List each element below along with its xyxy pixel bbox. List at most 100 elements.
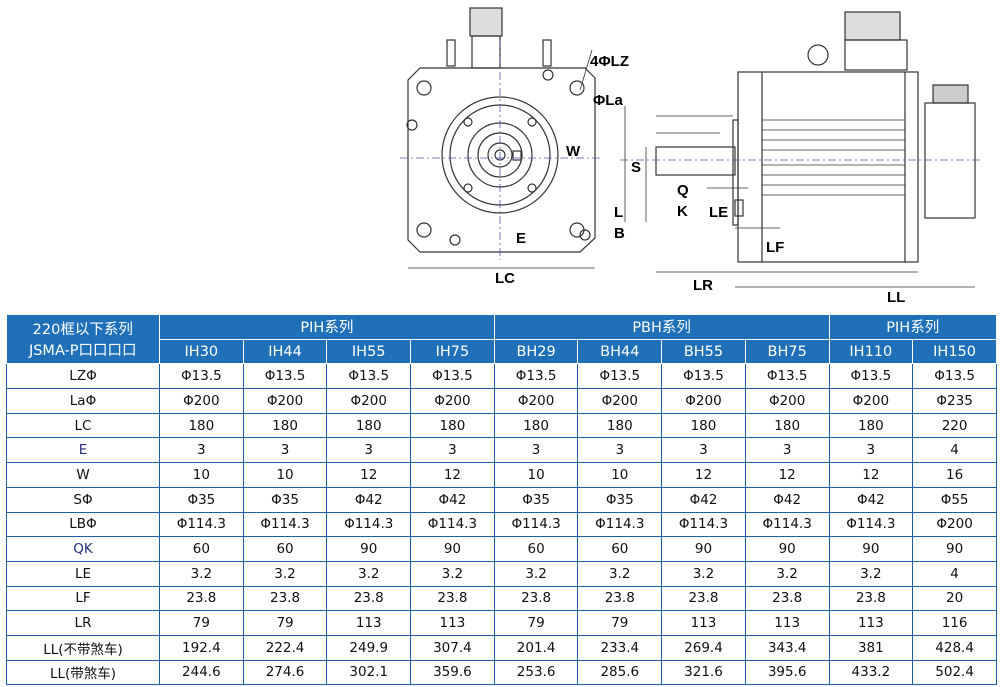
table-row: LBΦ Φ114.3 Φ114.3 Φ114.3 Φ114.3 Φ114.3 Φ114.3 Φ… (6, 511, 997, 538)
table-cell: 3.2 (410, 560, 495, 587)
row-label: LBΦ (6, 511, 160, 538)
dim-label-q: Q (677, 182, 689, 199)
table-cell: 428.4 (912, 634, 997, 661)
table-cell: 12 (661, 462, 746, 488)
table-cell: Φ13.5 (493, 363, 579, 390)
table-cell: 233.4 (577, 634, 663, 661)
table-cell: Φ114.3 (410, 511, 495, 538)
table-cell: Φ35 (493, 486, 579, 513)
table-cell: 60 (242, 536, 328, 562)
table-cell: Φ13.5 (159, 363, 244, 390)
table-cell: 90 (744, 536, 830, 562)
table-cell: 3.2 (326, 560, 412, 587)
model-header: IH150 (912, 339, 997, 365)
table-cell: 180 (410, 412, 495, 439)
table-cell: 16 (912, 462, 997, 488)
table-cell: 244.6 (159, 659, 244, 686)
table-row: W 10 10 12 12 10 10 12 12 12 16 (6, 462, 997, 488)
table-cell: 433.2 (828, 659, 914, 686)
table-cell: 23.8 (159, 585, 244, 612)
table-cell: Φ114.3 (159, 511, 244, 538)
table-cell: 180 (577, 412, 663, 439)
table-cell: Φ200 (661, 388, 746, 414)
model-header: IH55 (326, 339, 412, 365)
table-cell: 23.8 (493, 585, 579, 612)
table-cell: 90 (828, 536, 914, 562)
table-cell: Φ200 (326, 388, 412, 414)
table-cell: 201.4 (493, 634, 579, 661)
row-label: LZΦ (6, 363, 160, 390)
table-cell: 3.2 (159, 560, 244, 587)
table-cell: 60 (577, 536, 663, 562)
corner-line-2: JSMA-P口口口口 (28, 343, 137, 360)
table-row: QK 60 60 90 90 60 60 90 90 90 90 (6, 536, 997, 562)
table-cell: 79 (159, 610, 244, 636)
table-row: LC 180 180 180 180 180 180 180 180 180 220 (6, 412, 997, 439)
dim-label-s: S (631, 159, 641, 176)
row-label: LC (6, 412, 160, 439)
table-row: LE 3.2 3.2 3.2 3.2 3.2 3.2 3.2 3.2 3.2 4 (6, 560, 997, 587)
table-cell: 60 (159, 536, 244, 562)
table-cell: Φ13.5 (410, 363, 495, 390)
table-cell: Φ200 (744, 388, 830, 414)
table-cell: 253.6 (493, 659, 579, 686)
table-cell: 113 (661, 610, 746, 636)
model-header: BH29 (493, 339, 579, 365)
table-cell: 395.6 (744, 659, 830, 686)
table-cell: 3 (326, 437, 412, 464)
side-view (620, 11, 980, 288)
table-cell: Φ200 (242, 388, 328, 414)
table-cell: 79 (493, 610, 579, 636)
table-cell: Φ13.5 (326, 363, 412, 390)
table-cell: 302.1 (326, 659, 412, 686)
table-cell: Φ55 (912, 486, 997, 513)
dimension-table: 220框以下系列 JSMA-P口口口口 PIH系列 PBH系列 PIH系列 IH… (6, 315, 997, 686)
table-cell: 79 (577, 610, 663, 636)
table-cell: 12 (828, 462, 914, 488)
row-label: SΦ (6, 486, 160, 513)
table-cell: Φ42 (744, 486, 830, 513)
table-cell: 180 (828, 412, 914, 439)
model-header: BH75 (744, 339, 830, 365)
table-cell: 90 (912, 536, 997, 562)
table-cell: 23.8 (744, 585, 830, 612)
table-row: LF 23.8 23.8 23.8 23.8 23.8 23.8 23.8 23.8 23.8 20 (6, 585, 997, 612)
table-cell: Φ114.3 (577, 511, 663, 538)
table-cell: 3 (493, 437, 579, 464)
table-cell: 180 (661, 412, 746, 439)
table-cell: 321.6 (661, 659, 746, 686)
table-row: SΦ Φ35 Φ35 Φ42 Φ42 Φ35 Φ35 Φ42 Φ42 Φ42 Φ55 (6, 486, 997, 513)
table-cell: 381 (828, 634, 914, 661)
table-cell: 10 (493, 462, 579, 488)
table-cell: Φ114.3 (242, 511, 328, 538)
table-cell: Φ35 (577, 486, 663, 513)
table-row: LL(带煞车) 244.6 274.6 302.1 359.6 253.6 285.6 321… (6, 659, 997, 686)
model-header: IH75 (410, 339, 495, 365)
table-cell: Φ13.5 (828, 363, 914, 390)
front-view (400, 7, 600, 269)
table-cell: 180 (159, 412, 244, 439)
table-cell: Φ114.3 (828, 511, 914, 538)
table-cell: Φ42 (410, 486, 495, 513)
table-cell: 3 (828, 437, 914, 464)
table-cell: 60 (493, 536, 579, 562)
model-header: IH30 (159, 339, 244, 365)
table-cell: 3 (410, 437, 495, 464)
table-cell: 3.2 (828, 560, 914, 587)
table-cell: Φ13.5 (661, 363, 746, 390)
dim-label-w: W (566, 143, 581, 160)
table-cell: 359.6 (410, 659, 495, 686)
table-cell: 222.4 (242, 634, 328, 661)
table-cell: Φ13.5 (744, 363, 830, 390)
table-row: LaΦ Φ200 Φ200 Φ200 Φ200 Φ200 Φ200 Φ200 Φ200 Φ200 Φ… (6, 388, 997, 414)
table-row: LR 79 79 113 113 79 79 113 113 113 116 (6, 610, 997, 636)
dim-label-lc: LC (495, 270, 515, 287)
table-cell: 10 (242, 462, 328, 488)
row-label: W (6, 462, 160, 488)
table-cell: 113 (410, 610, 495, 636)
table-cell: 3 (661, 437, 746, 464)
table-cell: 90 (410, 536, 495, 562)
table-cell: Φ114.3 (493, 511, 579, 538)
table-cell: Φ235 (912, 388, 997, 414)
table-cell: 180 (242, 412, 328, 439)
